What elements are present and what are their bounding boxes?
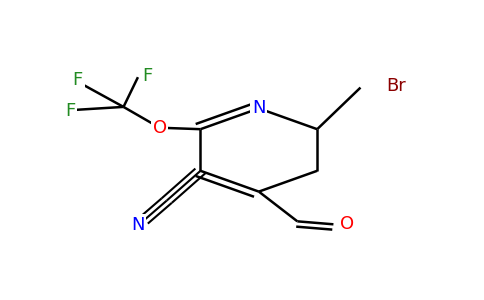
Text: F: F	[142, 67, 152, 85]
Text: N: N	[131, 216, 145, 234]
Text: O: O	[340, 215, 354, 233]
Text: F: F	[65, 102, 76, 120]
Text: F: F	[73, 71, 83, 89]
Text: O: O	[152, 119, 166, 137]
Text: N: N	[252, 99, 266, 117]
Text: Br: Br	[387, 77, 407, 95]
